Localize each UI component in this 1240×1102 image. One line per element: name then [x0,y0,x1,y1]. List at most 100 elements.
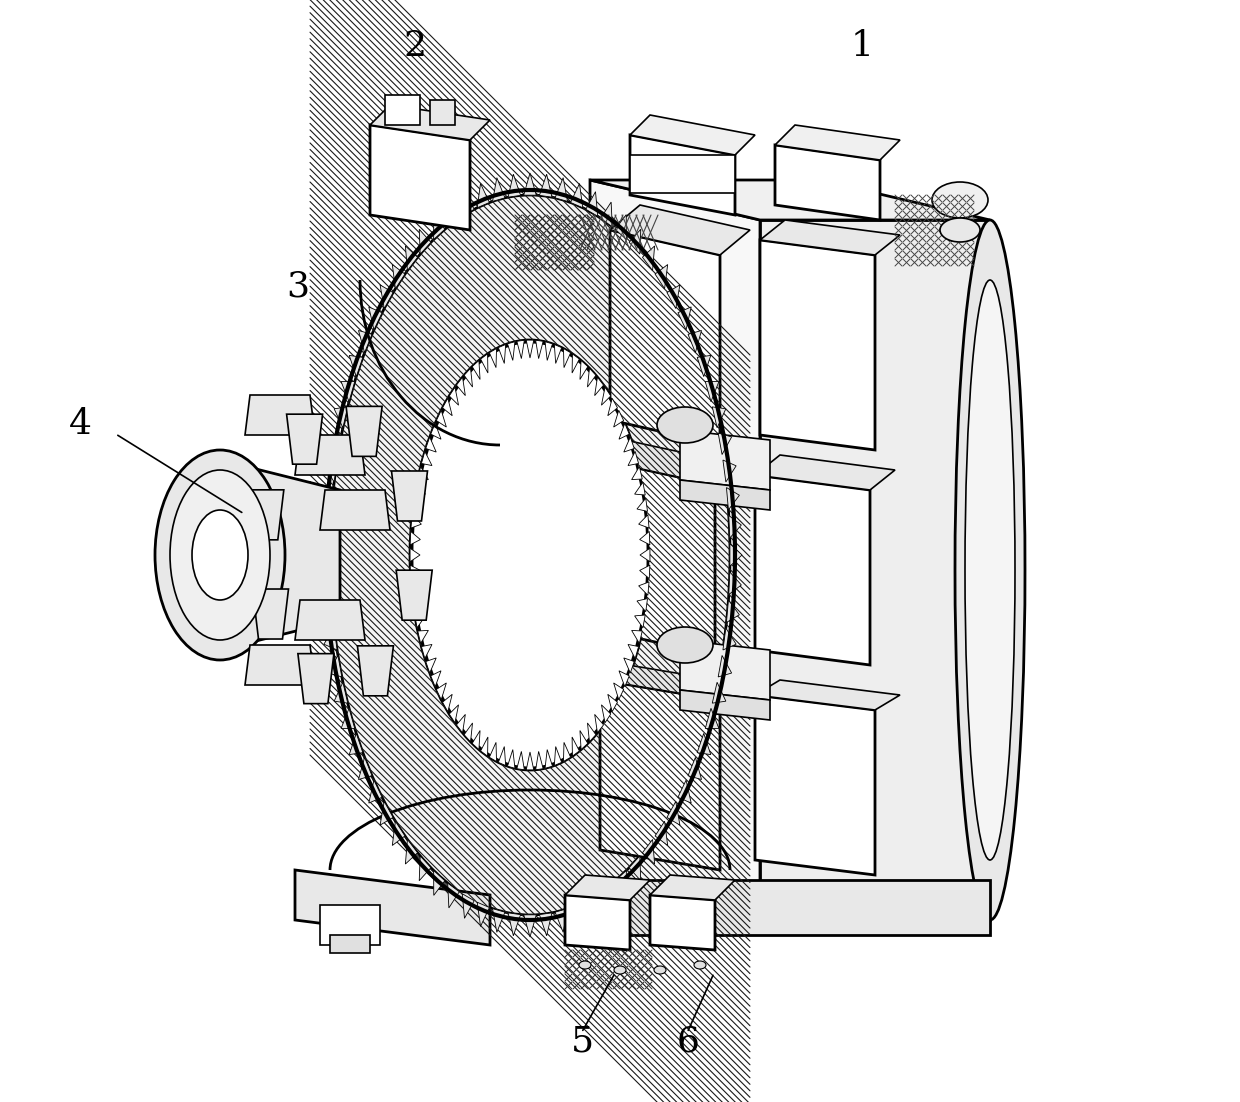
Polygon shape [585,894,598,918]
Text: 6: 6 [677,1025,699,1058]
Polygon shape [529,490,590,545]
Polygon shape [655,264,667,289]
Polygon shape [729,572,742,594]
Polygon shape [760,240,875,450]
Polygon shape [630,136,735,215]
Polygon shape [430,671,441,687]
Polygon shape [425,437,436,452]
Polygon shape [600,883,613,908]
Polygon shape [624,658,634,673]
Polygon shape [341,709,355,728]
Ellipse shape [657,407,713,443]
Polygon shape [449,387,459,406]
Polygon shape [507,749,515,768]
Polygon shape [341,381,355,402]
Polygon shape [556,177,568,202]
Polygon shape [570,184,583,208]
Polygon shape [590,180,990,220]
Polygon shape [317,543,330,566]
Bar [430,100,455,125]
Polygon shape [697,356,711,377]
Polygon shape [490,743,496,761]
Polygon shape [627,645,639,659]
Bar [630,155,735,193]
Polygon shape [329,433,342,454]
Polygon shape [706,381,719,402]
Polygon shape [329,656,342,677]
Ellipse shape [614,966,626,974]
Polygon shape [368,780,382,803]
Polygon shape [642,246,655,271]
Polygon shape [637,498,647,511]
Polygon shape [642,840,655,864]
Polygon shape [688,331,702,353]
Polygon shape [536,752,543,770]
Polygon shape [760,220,900,255]
Polygon shape [580,360,588,379]
Polygon shape [418,630,428,644]
Polygon shape [526,752,533,770]
Polygon shape [640,531,650,544]
Ellipse shape [932,182,988,218]
Polygon shape [619,671,629,687]
Polygon shape [615,215,626,239]
Polygon shape [481,737,487,756]
Text: 2: 2 [404,30,427,63]
Polygon shape [572,354,579,372]
Polygon shape [680,640,770,700]
Polygon shape [298,653,334,704]
Polygon shape [600,680,720,869]
Polygon shape [640,565,650,579]
Polygon shape [358,331,372,353]
Polygon shape [246,395,315,435]
Polygon shape [580,731,588,749]
Polygon shape [624,437,634,452]
Polygon shape [248,489,284,540]
Polygon shape [434,871,445,895]
Ellipse shape [657,627,713,663]
Polygon shape [610,205,750,255]
Polygon shape [319,572,331,594]
Polygon shape [712,682,725,703]
Polygon shape [680,690,770,720]
Polygon shape [667,285,680,309]
Polygon shape [448,883,459,908]
Polygon shape [392,471,428,521]
Polygon shape [523,173,536,195]
Polygon shape [422,645,432,659]
Text: 1: 1 [851,30,873,63]
Polygon shape [321,487,334,510]
Polygon shape [358,757,372,779]
Polygon shape [730,543,742,566]
Ellipse shape [192,510,248,599]
Polygon shape [320,490,391,530]
Polygon shape [413,498,423,511]
Polygon shape [536,341,543,358]
Polygon shape [410,531,420,544]
Polygon shape [614,683,624,700]
Polygon shape [590,180,760,920]
Polygon shape [565,895,630,950]
Polygon shape [381,285,393,309]
Polygon shape [727,487,739,510]
Polygon shape [295,869,490,946]
Polygon shape [410,549,420,562]
Polygon shape [490,348,496,368]
Polygon shape [392,821,405,845]
Polygon shape [397,570,433,620]
Polygon shape [630,115,755,155]
Polygon shape [565,875,650,900]
Polygon shape [436,683,446,700]
Polygon shape [610,230,720,445]
Polygon shape [631,466,642,479]
Polygon shape [760,220,990,920]
Polygon shape [392,264,405,289]
Text: 5: 5 [572,1025,594,1058]
Polygon shape [492,177,505,202]
Polygon shape [554,345,562,364]
Polygon shape [477,184,490,208]
Polygon shape [295,599,365,640]
Polygon shape [588,368,596,387]
Polygon shape [456,714,465,733]
Polygon shape [539,912,552,936]
